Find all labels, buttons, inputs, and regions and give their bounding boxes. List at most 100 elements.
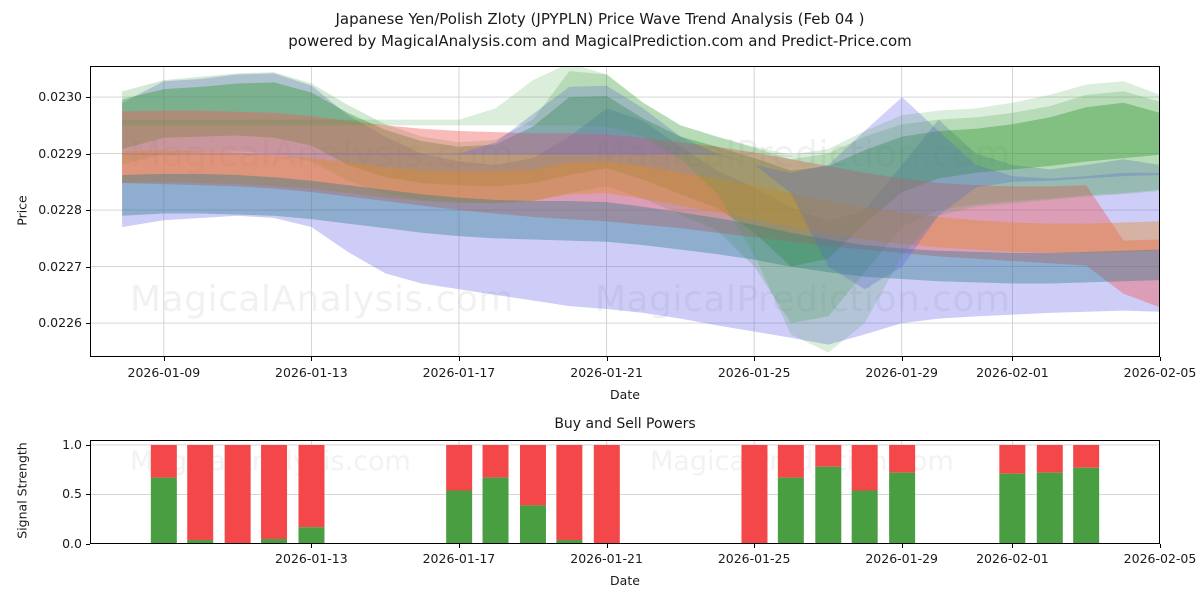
signal-bar[interactable] [815,444,842,544]
price-xtick-mark [458,357,460,361]
sell-power-segment [519,444,546,506]
price-xtick-mark [163,357,165,361]
signal-xtick-label: 2026-01-17 [422,551,496,566]
signal-xtick-mark [458,544,460,548]
buy-power-segment [150,477,177,544]
price-chart-axes-frame [90,66,1160,357]
signal-xtick-label: 2026-02-05 [1123,551,1197,566]
buy-power-segment [851,490,878,544]
signal-xtick-label: 2026-01-25 [717,551,791,566]
signal-bar[interactable] [224,444,251,544]
sell-power-segment [261,444,288,540]
signal-xtick-mark [1160,544,1161,548]
sell-power-segment [556,444,583,541]
signal-bar[interactable] [150,444,177,544]
buy-power-segment [519,505,546,544]
signal-bar[interactable] [741,444,768,544]
wave-band-blue-wave-outer [122,73,1160,345]
price-xtick-mark [1160,357,1161,361]
signal-bar[interactable] [519,444,546,544]
price-xtick-label: 2026-02-01 [976,365,1049,380]
sell-power-segment [593,444,620,544]
chart-title-line2: powered by MagicalAnalysis.com and Magic… [288,32,912,50]
price-xtick-label: 2026-01-21 [570,365,643,380]
buy-power-segment [482,477,509,544]
signal-bar[interactable] [482,444,509,544]
price-xtick-mark [606,357,608,361]
signal-bar[interactable] [777,444,804,544]
buy-power-segment [446,490,473,544]
buy-power-segment [187,540,214,544]
price-ytick-mark [86,323,90,325]
sell-power-segment [187,444,214,541]
signal-ytick-mark [86,544,90,545]
signal-ytick-label: 0.5 [62,486,82,502]
price-xtick-mark [901,357,903,361]
signal-xtick-mark [901,544,903,548]
signal-bar[interactable] [261,444,288,544]
signal-bar[interactable] [298,444,325,544]
sell-power-segment [482,444,509,478]
price-xtick-mark [1012,357,1014,361]
sell-power-segment [298,444,325,528]
svg-text:MagicalPrediction.com: MagicalPrediction.com [595,134,1011,175]
signal-ytick-mark [86,444,90,446]
price-ytick-mark [86,266,90,268]
price-axis-ylabel: Price [14,194,30,226]
signal-bar[interactable] [889,444,916,544]
wave-band-orange-wave [122,150,1160,254]
price-ytick-label: 0.0230 [38,89,82,105]
sell-power-segment [1036,444,1063,473]
sell-power-segment [777,444,804,478]
signal-ytick-label: 1.0 [62,436,82,452]
wave-band-green-wave-outer [122,71,1160,324]
sell-power-segment [1073,444,1100,468]
price-xtick-mark [311,357,313,361]
signal-bar[interactable] [999,444,1026,544]
sell-power-segment [999,444,1026,474]
chart-title-line1: Japanese Yen/Polish Zloty (JPYPLN) Price… [335,10,865,28]
signal-bar[interactable] [556,444,583,544]
signal-xtick-mark [754,544,756,548]
price-ytick-mark [86,153,90,155]
signal-bar[interactable] [851,444,878,544]
price-xtick-label: 2026-01-09 [127,365,201,380]
svg-text:MagicalAnalysis.com: MagicalAnalysis.com [130,279,514,320]
signal-ytick-label: 0.0 [62,536,82,551]
svg-text:MagicalPrediction.com: MagicalPrediction.com [595,279,1011,320]
svg-text:MagicalAnalysis.com: MagicalAnalysis.com [130,134,514,175]
signal-bar[interactable] [593,444,620,544]
sell-power-segment [889,444,916,473]
buy-power-segment [1036,472,1063,544]
signal-xtick-label: 2026-01-21 [570,551,643,566]
signal-xtick-label: 2026-01-13 [275,551,348,566]
wave-band-red-wave [122,110,1160,308]
wave-band-green-wave-inner [122,82,1160,267]
price-xtick-label: 2026-01-13 [275,365,348,380]
price-xtick-label: 2026-01-17 [422,365,496,380]
buy-power-segment [261,539,288,544]
buy-power-segment [889,472,916,544]
price-wave-plot-area: MagicalAnalysis.com MagicalPrediction.com… [90,66,1160,357]
sell-power-segment [851,444,878,491]
price-ytick-label: 0.0229 [38,145,82,161]
bar-chart-title: Buy and Sell Powers [554,416,696,432]
signal-axis-ylabel: Signal Strength [14,442,30,539]
signal-axis-xlabel: Date [610,573,640,588]
signal-bar[interactable] [446,444,473,544]
signal-ytick-mark [86,494,90,496]
signal-bar[interactable] [1036,444,1063,544]
bar-chart-axes-frame [90,440,1160,544]
signal-bar[interactable] [187,444,214,544]
sell-power-segment [446,444,473,491]
price-ytick-label: 0.0227 [38,258,82,274]
buy-power-segment [298,527,325,544]
signal-bar[interactable] [1073,444,1100,544]
price-ytick-label: 0.0226 [38,315,82,331]
signal-xtick-label: 2026-01-29 [865,551,939,566]
wave-band-teal-wave [122,173,1160,284]
sell-power-segment [815,444,842,467]
buy-power-segment [815,466,842,544]
buy-power-segment [1073,467,1100,544]
